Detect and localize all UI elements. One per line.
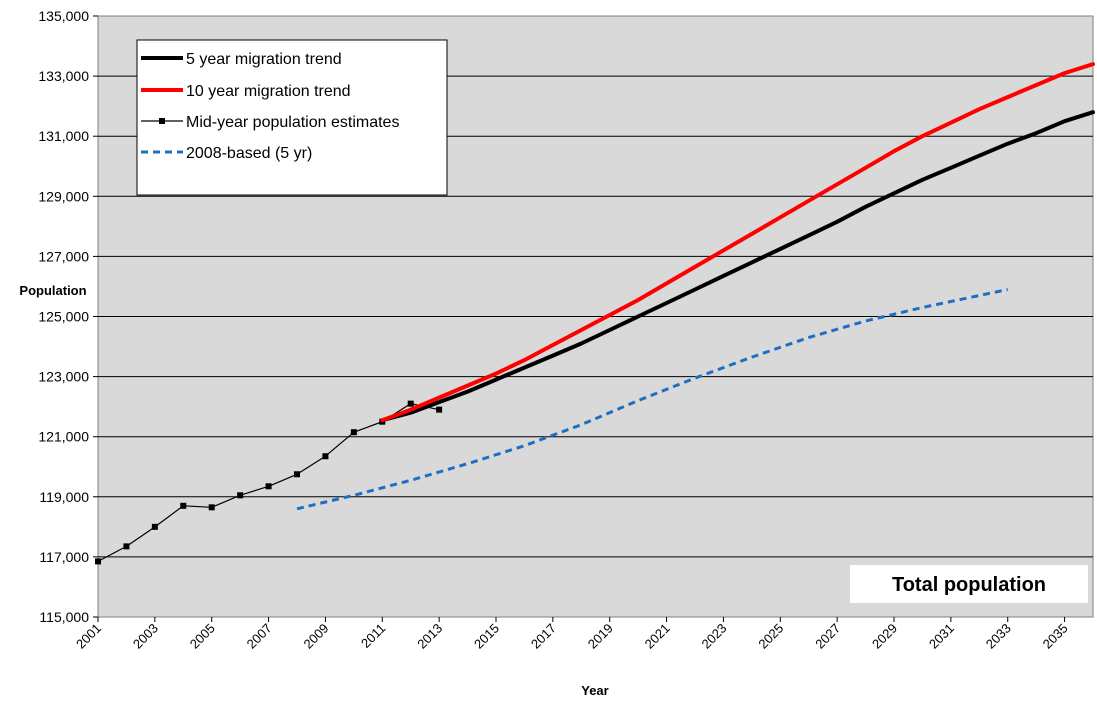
x-tick-label: 2015: [471, 621, 502, 652]
legend-swatch-estimates-marker: [159, 118, 165, 124]
x-tick-label: 2007: [244, 621, 275, 652]
x-axis-title: Year: [581, 683, 608, 698]
x-tick-label: 2025: [755, 621, 786, 652]
x-tick-label: 2019: [585, 621, 616, 652]
x-tick-label: 2021: [642, 621, 673, 652]
y-axis-ticks: 115,000 117,000 119,000 121,000 123,000 125,0…: [38, 8, 98, 625]
y-tick-label: 121,000: [38, 429, 89, 445]
series-line-based-2008: [296, 288, 1009, 511]
y-tick-label: 129,000: [38, 188, 89, 204]
data-point: [95, 558, 101, 565]
data-point: [350, 429, 357, 436]
series-line-five-year: [380, 110, 1095, 423]
legend: 5 year migration trend 10 year migration…: [136, 39, 448, 196]
y-tick-label: 135,000: [38, 8, 89, 24]
x-tick-label: 2027: [812, 621, 843, 652]
series-layer: [95, 62, 1095, 565]
x-tick-label: 2003: [130, 621, 161, 652]
x-tick-label: 2017: [528, 621, 559, 652]
data-point: [294, 471, 300, 478]
x-tick-label: 2009: [300, 621, 331, 652]
data-point: [208, 504, 215, 511]
series-line-ten-year: [380, 62, 1095, 423]
y-tick-label: 123,000: [38, 369, 89, 385]
x-tick-label: 2013: [414, 621, 445, 652]
legend-label-estimates: Mid-year population estimates: [186, 114, 399, 131]
y-tick-label: 133,000: [38, 68, 89, 84]
data-point: [407, 400, 414, 407]
data-point: [151, 523, 158, 530]
y-tick-label: 117,000: [39, 549, 89, 565]
legend-label-ten-year: 10 year migration trend: [186, 83, 351, 100]
y-tick-label: 127,000: [38, 248, 89, 264]
x-tick-label: 2001: [73, 621, 104, 652]
y-tick-label: 125,000: [38, 309, 89, 325]
x-tick-label: 2011: [358, 621, 388, 651]
y-tick-label: 131,000: [38, 128, 89, 144]
x-tick-label: 2031: [926, 621, 957, 652]
data-point: [237, 492, 244, 499]
x-axis-ticks: 2001 2003 2005 2007 2009 2011 2013 2015 2017 2019…: [73, 617, 1071, 652]
x-tick-label: 2035: [1040, 621, 1071, 652]
annotation-total-population: Total population: [892, 574, 1046, 596]
y-tick-label: 119,000: [39, 489, 89, 505]
y-tick-label: 115,000: [39, 609, 89, 625]
data-point: [123, 543, 130, 550]
x-tick-label: 2023: [698, 621, 729, 652]
x-tick-label: 2005: [187, 621, 218, 652]
legend-label-2008-based: 2008-based (5 yr): [186, 145, 312, 162]
x-tick-label: 2033: [983, 621, 1014, 652]
legend-label-five-year: 5 year migration trend: [186, 51, 342, 68]
data-point: [265, 483, 272, 490]
y-axis-title: Population: [19, 283, 86, 298]
legend-box: [136, 39, 448, 196]
data-point: [322, 453, 329, 460]
data-point: [180, 502, 187, 509]
x-tick-label: 2029: [869, 621, 900, 652]
annotation-box: [850, 565, 1088, 603]
data-point: [436, 406, 443, 413]
